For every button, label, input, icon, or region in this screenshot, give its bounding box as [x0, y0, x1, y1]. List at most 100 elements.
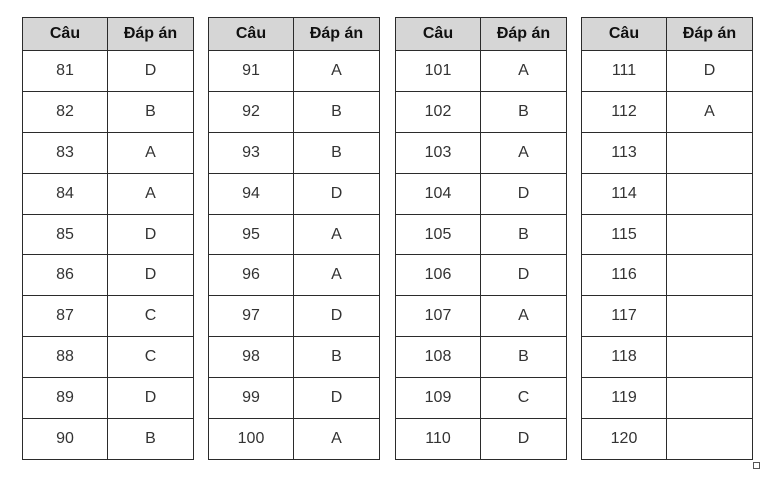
- question-number-cell: 96: [208, 254, 294, 297]
- question-number-cell: 84: [22, 172, 108, 215]
- answer-cell: [666, 336, 753, 379]
- answer-cell: C: [107, 336, 194, 379]
- table-row: 110 D: [395, 418, 567, 460]
- question-number-cell: 106: [395, 254, 481, 297]
- answer-cell: D: [480, 254, 567, 297]
- question-number-cell: 103: [395, 131, 481, 174]
- answer-table-1: Câu Đáp án 81 D 82 B 83 A 84 A 85 D 86 D 87 C 88 C 89 D 90…: [22, 17, 194, 460]
- answer-cell: A: [293, 254, 380, 297]
- table-row: 98 B: [208, 336, 380, 379]
- table-row: 87 C: [22, 295, 194, 338]
- answer-cell: D: [293, 295, 380, 338]
- header-row: Câu Đáp án: [208, 17, 380, 51]
- table-row: 102 B: [395, 90, 567, 133]
- answer-cell: B: [107, 418, 194, 460]
- answer-cell: [666, 418, 753, 460]
- answer-table-2: Câu Đáp án 91 A 92 B 93 B 94 D 95 A 96 A 97 D 98 B 99 D 10…: [208, 17, 380, 460]
- table-row: 119: [581, 377, 753, 420]
- answer-cell: D: [107, 377, 194, 420]
- table-row: 82 B: [22, 90, 194, 133]
- answer-table-4: Câu Đáp án 111 D 112 A 113 114 115 116 117 118 119…: [581, 17, 753, 460]
- table-row: 113: [581, 131, 753, 174]
- answer-cell: B: [480, 213, 567, 256]
- question-header: Câu: [208, 17, 294, 51]
- table-row: 99 D: [208, 377, 380, 420]
- table-row: 118: [581, 336, 753, 379]
- table-row: 105 B: [395, 213, 567, 256]
- question-number-cell: 119: [581, 377, 667, 420]
- question-number-cell: 99: [208, 377, 294, 420]
- answer-cell: D: [293, 172, 380, 215]
- question-number-cell: 95: [208, 213, 294, 256]
- table-row: 107 A: [395, 295, 567, 338]
- table-row: 85 D: [22, 213, 194, 256]
- answer-cell: [666, 254, 753, 297]
- table-row: 86 D: [22, 254, 194, 297]
- table-row: 83 A: [22, 131, 194, 174]
- table-row: 93 B: [208, 131, 380, 174]
- question-number-cell: 105: [395, 213, 481, 256]
- table-row: 104 D: [395, 172, 567, 215]
- question-number-cell: 107: [395, 295, 481, 338]
- answer-cell: B: [107, 90, 194, 133]
- question-number-cell: 114: [581, 172, 667, 215]
- table-row: 97 D: [208, 295, 380, 338]
- table-row: 116: [581, 254, 753, 297]
- question-number-cell: 89: [22, 377, 108, 420]
- table-row: 89 D: [22, 377, 194, 420]
- question-number-cell: 102: [395, 90, 481, 133]
- question-number-cell: 82: [22, 90, 108, 133]
- question-number-cell: 108: [395, 336, 481, 379]
- answer-cell: B: [293, 90, 380, 133]
- table-row: 100 A: [208, 418, 380, 460]
- table-row: 91 A: [208, 50, 380, 92]
- header-row: Câu Đáp án: [395, 17, 567, 51]
- table-row: 108 B: [395, 336, 567, 379]
- question-number-cell: 100: [208, 418, 294, 460]
- answer-cell: A: [666, 90, 753, 133]
- question-number-cell: 104: [395, 172, 481, 215]
- question-number-cell: 91: [208, 50, 294, 92]
- question-number-cell: 81: [22, 50, 108, 92]
- table-row: 90 B: [22, 418, 194, 460]
- answer-cell: A: [480, 295, 567, 338]
- question-number-cell: 118: [581, 336, 667, 379]
- question-number-cell: 86: [22, 254, 108, 297]
- answer-header: Đáp án: [666, 17, 753, 51]
- answer-header: Đáp án: [480, 17, 567, 51]
- answer-cell: D: [107, 254, 194, 297]
- answer-cell: B: [293, 131, 380, 174]
- question-number-cell: 116: [581, 254, 667, 297]
- answer-cell: [666, 172, 753, 215]
- question-number-cell: 93: [208, 131, 294, 174]
- answer-cell: B: [480, 90, 567, 133]
- table-row: 95 A: [208, 213, 380, 256]
- answer-header: Đáp án: [293, 17, 380, 51]
- answer-cell: D: [107, 213, 194, 256]
- answer-header: Đáp án: [107, 17, 194, 51]
- table-row: 114: [581, 172, 753, 215]
- answer-cell: D: [480, 172, 567, 215]
- question-number-cell: 92: [208, 90, 294, 133]
- answer-cell: [666, 131, 753, 174]
- answer-cell: [666, 377, 753, 420]
- question-header: Câu: [581, 17, 667, 51]
- answer-cell: A: [293, 50, 380, 92]
- table-row: 92 B: [208, 90, 380, 133]
- answer-cell: A: [293, 213, 380, 256]
- table-resize-handle[interactable]: [753, 462, 760, 469]
- question-header: Câu: [395, 17, 481, 51]
- table-row: 94 D: [208, 172, 380, 215]
- table-row: 84 A: [22, 172, 194, 215]
- answer-cell: A: [107, 172, 194, 215]
- answer-cell: C: [480, 377, 567, 420]
- question-number-cell: 87: [22, 295, 108, 338]
- table-row: 112 A: [581, 90, 753, 133]
- table-row: 106 D: [395, 254, 567, 297]
- question-number-cell: 115: [581, 213, 667, 256]
- answer-cell: D: [293, 377, 380, 420]
- answer-cell: [666, 213, 753, 256]
- table-row: 103 A: [395, 131, 567, 174]
- question-number-cell: 94: [208, 172, 294, 215]
- question-number-cell: 120: [581, 418, 667, 460]
